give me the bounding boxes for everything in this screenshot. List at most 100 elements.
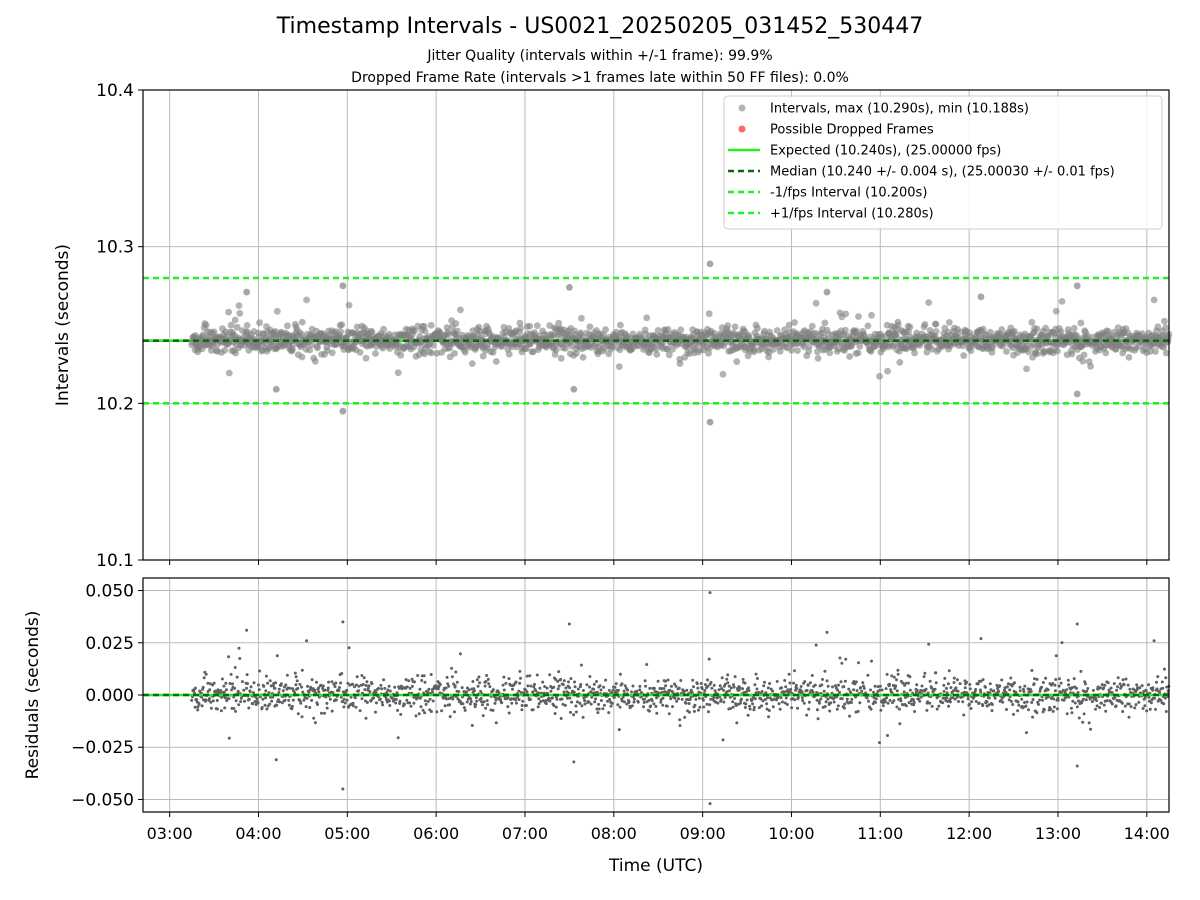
interval-point xyxy=(853,327,860,335)
residual-point xyxy=(838,656,842,660)
interval-point xyxy=(1070,324,1078,332)
residual-point xyxy=(899,697,903,701)
residual-point xyxy=(214,691,218,694)
residual-point xyxy=(541,680,545,684)
residual-point xyxy=(413,680,416,684)
interval-point xyxy=(225,308,233,316)
residual-point xyxy=(342,705,346,709)
residual-point xyxy=(734,704,738,707)
residual-point xyxy=(1098,706,1102,709)
residual-point xyxy=(731,700,735,704)
residual-point xyxy=(317,686,321,690)
residual-point xyxy=(531,708,535,712)
interval-point xyxy=(1077,319,1085,327)
residual-point xyxy=(1077,716,1081,720)
residual-point xyxy=(771,705,775,709)
residual-point xyxy=(1046,688,1050,692)
residual-point xyxy=(556,679,560,683)
residual-point xyxy=(283,698,287,702)
residual-point xyxy=(949,686,953,690)
residual-point xyxy=(1037,702,1040,706)
interval-point xyxy=(225,369,233,377)
residual-point xyxy=(518,669,522,673)
residual-point xyxy=(381,703,385,707)
residual-point xyxy=(816,717,820,721)
interval-point xyxy=(345,301,353,309)
residual-point xyxy=(977,701,981,705)
residual-point xyxy=(649,704,653,708)
residual-point xyxy=(997,689,1000,693)
residual-point xyxy=(1143,704,1147,708)
residual-point xyxy=(1137,700,1141,704)
residual-point xyxy=(661,703,665,707)
interval-point xyxy=(303,296,310,304)
residual-point xyxy=(227,736,231,740)
residual-point xyxy=(364,716,368,720)
residual-point xyxy=(281,689,285,693)
residual-point xyxy=(992,689,996,693)
x-tick-label: 11:00 xyxy=(857,824,903,843)
interval-point xyxy=(842,310,850,318)
interval-point xyxy=(328,349,336,357)
residual-point xyxy=(946,700,950,703)
residual-point xyxy=(1013,681,1016,685)
legend-label: -1/fps Interval (10.200s) xyxy=(770,186,927,201)
residual-point xyxy=(299,701,303,705)
residual-point xyxy=(412,701,416,705)
residual-point xyxy=(313,721,317,725)
residual-point xyxy=(626,688,630,692)
residual-point xyxy=(222,684,226,688)
residual-point xyxy=(562,679,566,683)
residual-point xyxy=(953,697,957,701)
interval-point xyxy=(806,342,813,350)
residual-point xyxy=(310,678,314,682)
residual-point xyxy=(726,681,730,685)
residual-point xyxy=(1138,686,1142,690)
residual-point xyxy=(510,701,514,705)
residual-point xyxy=(755,677,759,680)
residual-point xyxy=(298,682,302,686)
residual-point xyxy=(594,697,598,701)
interval-point xyxy=(1154,323,1162,331)
residual-point xyxy=(1072,677,1076,681)
residual-point xyxy=(974,700,978,703)
interval-point xyxy=(356,349,364,356)
interval-point xyxy=(516,319,524,327)
residual-point xyxy=(1107,688,1111,692)
residual-point xyxy=(536,705,540,709)
residual-point xyxy=(195,698,198,701)
interval-point xyxy=(243,322,251,329)
interval-point xyxy=(1054,347,1061,355)
residual-point xyxy=(552,704,556,708)
residual-point xyxy=(306,684,309,688)
residual-point xyxy=(799,685,803,688)
residual-point xyxy=(958,682,962,686)
residual-point xyxy=(262,684,266,688)
residual-point xyxy=(613,685,617,689)
residual-point xyxy=(463,708,467,712)
residual-point xyxy=(517,698,521,702)
residual-point xyxy=(388,689,392,693)
residual-point xyxy=(820,683,824,687)
residual-point xyxy=(823,669,827,673)
residual-point xyxy=(538,686,542,690)
residual-point xyxy=(437,685,441,689)
residual-point xyxy=(1141,707,1145,710)
residual-point xyxy=(869,688,872,692)
residual-point xyxy=(1116,685,1119,689)
chart-title: Timestamp Intervals - US0021_20250205_03… xyxy=(276,14,924,39)
residual-point xyxy=(249,685,253,689)
residual-point xyxy=(878,741,881,745)
residual-point xyxy=(747,686,750,690)
residual-point xyxy=(327,680,331,684)
residual-point xyxy=(928,701,932,705)
residual-point xyxy=(257,683,260,687)
residual-point xyxy=(353,685,356,689)
residual-point xyxy=(988,682,992,686)
residual-point xyxy=(266,681,270,685)
residual-point xyxy=(1065,712,1069,716)
residual-point xyxy=(1067,695,1071,699)
chart-subtitle-jitter: Jitter Quality (intervals within +/-1 fr… xyxy=(427,48,773,64)
residual-point xyxy=(707,657,711,661)
residual-point xyxy=(738,701,742,705)
